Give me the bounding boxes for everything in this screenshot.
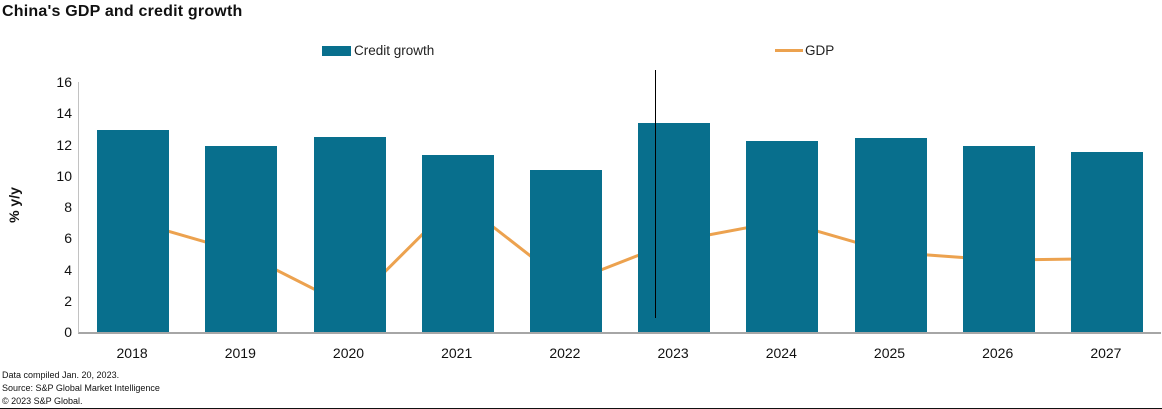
bar-2021 bbox=[421, 155, 494, 332]
x-tick-label-2027: 2027 bbox=[1090, 345, 1122, 361]
legend-item-credit-growth: Credit growth bbox=[322, 43, 434, 58]
bar-2023 bbox=[638, 122, 711, 332]
bar-2019 bbox=[205, 146, 278, 332]
credit-growth-swatch bbox=[322, 45, 351, 56]
x-tick-label-2025: 2025 bbox=[873, 345, 906, 361]
x-tick-label-2024: 2024 bbox=[765, 345, 797, 361]
y-tick-label-16: 16 bbox=[56, 74, 72, 90]
bar-2024 bbox=[746, 141, 819, 332]
bar-2026 bbox=[962, 146, 1035, 332]
x-tick-label-2019: 2019 bbox=[224, 345, 256, 361]
gdp-line-swatch bbox=[775, 49, 803, 52]
y-tick-label-12: 12 bbox=[56, 136, 72, 153]
y-axis-title: % y/y bbox=[6, 187, 22, 223]
bar-2025 bbox=[854, 138, 927, 332]
y-tick-label-0: 0 bbox=[64, 324, 72, 340]
forecast-divider-line bbox=[654, 70, 657, 318]
y-tick-label-14: 14 bbox=[56, 105, 72, 122]
chart-title: China's GDP and credit growth bbox=[2, 3, 243, 20]
y-tick-label-10: 10 bbox=[56, 167, 72, 184]
legend-label-gdp: GDP bbox=[805, 43, 835, 58]
bar-2018 bbox=[97, 130, 170, 332]
gdp-line-layer bbox=[132, 197, 1107, 309]
footer-notes: Data compiled Jan. 20, 2023. Source: S&P… bbox=[2, 369, 160, 407]
footer-compiled-date: Data compiled Jan. 20, 2023. bbox=[2, 370, 120, 380]
y-tick-label-2: 2 bbox=[64, 292, 72, 309]
y-tick-label-4: 4 bbox=[64, 261, 72, 278]
y-tick-label-6: 6 bbox=[64, 230, 72, 247]
x-tick-label-2018: 2018 bbox=[116, 345, 148, 361]
x-tick-label-2021: 2021 bbox=[441, 345, 473, 361]
bar-2020 bbox=[313, 136, 386, 332]
footer-copyright: © 2023 S&P Global. bbox=[2, 395, 83, 406]
legend-item-gdp: GDP bbox=[775, 43, 834, 58]
bar-2027 bbox=[1070, 152, 1143, 332]
plot-area bbox=[78, 82, 1161, 334]
footer-source: Source: S&P Global Market Intelligence bbox=[2, 382, 160, 393]
gdp-line bbox=[132, 197, 1107, 309]
x-tick-label-2023: 2023 bbox=[657, 345, 689, 361]
x-tick-label-2022: 2022 bbox=[549, 345, 581, 361]
bar-2022 bbox=[529, 169, 602, 332]
legend-label-credit-growth: Credit growth bbox=[354, 43, 435, 58]
y-tick-label-8: 8 bbox=[64, 199, 72, 215]
x-tick-label-2020: 2020 bbox=[332, 345, 365, 361]
x-tick-label-2026: 2026 bbox=[982, 345, 1014, 361]
